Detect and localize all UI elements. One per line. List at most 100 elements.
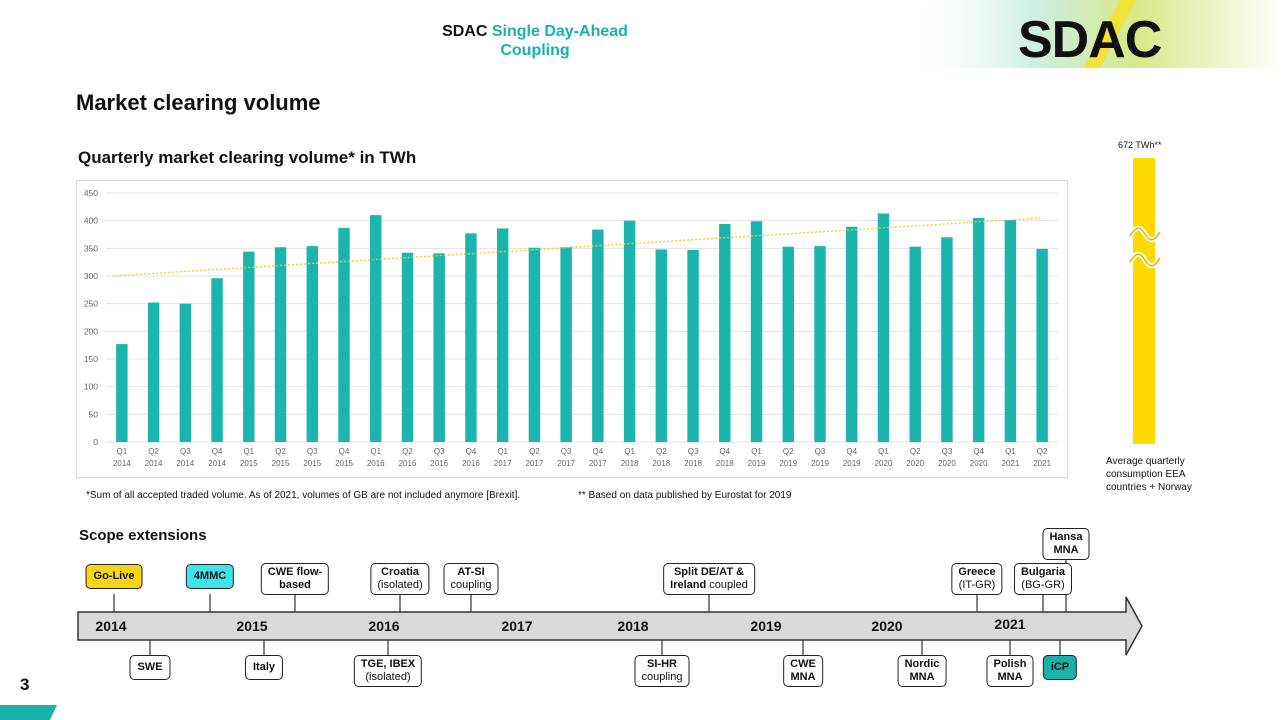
x-tick-label: Q2 <box>402 447 413 456</box>
bar <box>972 217 985 442</box>
bar <box>1036 248 1048 442</box>
y-tick-label: 150 <box>84 354 98 364</box>
y-tick-label: 50 <box>89 409 99 419</box>
x-tick-label: 2018 <box>652 459 670 468</box>
x-tick-label: 2014 <box>208 459 226 468</box>
event-label: Split DE/AT & <box>673 566 745 578</box>
bar <box>528 247 541 442</box>
consumption-caption: Average quarterly consumption EEA countr… <box>1106 455 1216 494</box>
x-tick-label: Q1 <box>1005 447 1016 456</box>
event-label: iCP <box>1050 661 1070 673</box>
bar <box>147 302 160 442</box>
event-label: Polish <box>993 658 1027 670</box>
bar <box>909 246 921 442</box>
x-tick-label: Q2 <box>148 447 159 456</box>
x-tick-label: Q1 <box>751 447 762 456</box>
x-tick-label: 2017 <box>494 459 512 468</box>
event-label: SI-HR <box>647 658 677 670</box>
event-go-live: Go-Live <box>85 564 143 589</box>
event-label: CWE <box>790 658 816 670</box>
x-tick-label: 2020 <box>875 459 893 468</box>
bar <box>243 251 255 442</box>
event-label: SWE <box>137 661 163 673</box>
timeline-year: 2014 <box>95 618 127 634</box>
logo-gradient-band <box>900 0 1281 68</box>
x-tick-label: Q3 <box>434 447 445 456</box>
consumption-bar <box>1128 158 1162 444</box>
bar <box>211 278 223 442</box>
x-tick-label: 2014 <box>113 459 131 468</box>
page-title: Market clearing volume <box>76 90 321 115</box>
x-tick-label: 2021 <box>1033 459 1051 468</box>
timeline-year: 2017 <box>501 618 533 634</box>
x-tick-label: Q2 <box>656 447 667 456</box>
event-label: 4MMC <box>193 570 227 582</box>
y-tick-label: 0 <box>93 437 98 447</box>
timeline-year: 2018 <box>617 618 649 634</box>
x-tick-label: 2018 <box>621 459 639 468</box>
x-tick-label: Q1 <box>370 447 381 456</box>
brand-line2: Coupling <box>500 42 570 59</box>
x-tick-label: Q1 <box>117 447 128 456</box>
event-sublabel: (isolated) <box>377 579 423 591</box>
x-tick-label: 2019 <box>811 459 829 468</box>
x-tick-label: Q4 <box>719 447 730 456</box>
x-tick-label: 2018 <box>684 459 702 468</box>
event-nordic-mna: Nordic MNA <box>897 655 947 687</box>
bar <box>687 249 699 442</box>
x-tick-label: 2015 <box>272 459 290 468</box>
event-at-si: AT-SI coupling <box>443 563 499 595</box>
x-tick-label: Q2 <box>529 447 540 456</box>
y-tick-label: 300 <box>84 271 98 281</box>
event-sublabel: coupling <box>641 671 683 683</box>
event-label: Italy <box>252 661 276 673</box>
event-label: Nordic <box>904 658 940 670</box>
event-label: Go-Live <box>93 570 135 582</box>
x-tick-label: Q2 <box>1037 447 1048 456</box>
event-bulgaria: Bulgaria (BG-GR) <box>1013 563 1073 595</box>
bar <box>750 221 763 442</box>
consumption-caption-line: countries + Norway <box>1106 482 1192 493</box>
event-swe: SWE <box>129 655 171 680</box>
bar <box>941 237 953 442</box>
event-greece: Greece (IT-GR) <box>951 563 1003 595</box>
footnote-sum: *Sum of all accepted traded volume. As o… <box>86 490 521 501</box>
bar <box>401 252 414 442</box>
x-tick-label: Q4 <box>212 447 223 456</box>
x-tick-label: 2020 <box>970 459 988 468</box>
event-sublabel: MNA <box>790 671 816 683</box>
timeline-arrow-shape <box>77 596 1143 656</box>
y-tick-label: 250 <box>84 299 98 309</box>
x-tick-label: 2020 <box>906 459 924 468</box>
chart-title: Quarterly market clearing volume* in TWh <box>78 148 417 167</box>
event-label: TGE, IBEX <box>360 658 416 670</box>
event-split-de-at: Split DE/AT & Ireland coupled <box>663 563 755 595</box>
x-tick-label: 2019 <box>779 459 797 468</box>
timeline-year: 2015 <box>236 618 268 634</box>
bar <box>338 227 350 442</box>
x-tick-label: Q4 <box>846 447 857 456</box>
timeline-year: 2021 <box>994 616 1026 632</box>
bar <box>465 233 477 442</box>
footnote-eurostat: ** Based on data published by Eurostat f… <box>578 490 792 501</box>
bar <box>274 247 287 442</box>
event-sublabel: MNA <box>1053 544 1079 556</box>
event-sublabel-bold: Ireland <box>670 579 707 591</box>
x-tick-label: Q3 <box>561 447 572 456</box>
event-sublabel: MNA <box>909 671 935 683</box>
event-sublabel: MNA <box>997 671 1023 683</box>
x-tick-label: Q1 <box>497 447 508 456</box>
page-number: 3 <box>20 675 30 694</box>
event-sublabel: (isolated) <box>365 671 411 683</box>
bar-chart: 0 50 100 150 200 250 300 350 400 450 Q1 2014 Q2 2014 Q… <box>76 180 1068 478</box>
bar <box>655 249 668 442</box>
x-tick-label: Q4 <box>339 447 350 456</box>
event-cwe-mna: CWE MNA <box>783 655 823 687</box>
bar <box>496 228 509 442</box>
x-tick-label: 2019 <box>748 459 766 468</box>
consumption-caption-line: consumption EEA <box>1106 469 1186 480</box>
event-label: Croatia <box>381 566 419 578</box>
x-tick-label: Q2 <box>275 447 286 456</box>
timeline-year: 2019 <box>750 618 782 634</box>
